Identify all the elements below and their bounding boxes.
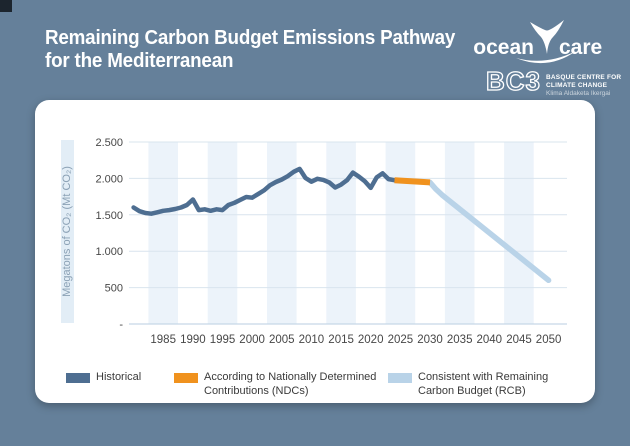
x-tick-label: 2030	[417, 334, 443, 346]
legend-swatch-ndc	[174, 373, 198, 383]
legend-swatch-rcb	[388, 373, 412, 383]
series-ndc	[394, 177, 431, 186]
plot-stripe	[148, 142, 178, 324]
x-tick-label: 2020	[358, 334, 384, 346]
chart-svg: 2.500 2.000 1.500 1.000 500 - 1985 1990 1995 2000…	[95, 137, 567, 346]
y-tick-label: 1.500	[95, 210, 123, 222]
x-tick-label: 2015	[328, 334, 354, 346]
plot-stripe	[504, 142, 534, 324]
bc3-wordmark: BC3	[485, 66, 542, 96]
x-tick-label: 1990	[180, 334, 206, 346]
x-tick-label: 2045	[506, 334, 532, 346]
legend-label-ndc: According to Nationally Determined Contri…	[204, 371, 377, 397]
series-rcb	[427, 179, 552, 284]
oceancare-word-care: care	[559, 36, 602, 59]
corner-artifact	[0, 0, 12, 12]
page-title-line1: Remaining Carbon Budget Emissions Pathwa…	[45, 27, 456, 49]
whale-swoosh-icon	[516, 51, 576, 64]
y-axis-title: Megatons of CO₂ (Mt CO₂)	[61, 140, 74, 323]
x-tick-label: 2050	[536, 334, 562, 346]
page-title-line2: for the Mediterranean	[45, 50, 234, 72]
oceancare-logo: ocean care	[473, 20, 602, 64]
x-tick-label: 2040	[477, 334, 503, 346]
whale-tail-icon	[530, 20, 564, 54]
plot-stripe	[207, 142, 238, 324]
y-tick-label: -	[119, 319, 123, 331]
legend-item-rcb: Consistent with Remaining Carbon Budget (…	[388, 370, 548, 398]
page-title: Remaining Carbon Budget Emissions Pathwa…	[45, 27, 455, 73]
x-tick-label: 2000	[239, 334, 265, 346]
y-tick-label: 2.500	[95, 137, 123, 149]
plot-stripe	[326, 142, 356, 324]
y-tick-label: 1.000	[95, 246, 123, 258]
y-tick-label: 500	[105, 283, 123, 295]
bc3-line1: BASQUE CENTRE FOR	[546, 74, 622, 81]
legend-item-historical: Historical	[66, 370, 141, 384]
x-tick-label: 1995	[210, 334, 236, 346]
legend-swatch-historical	[66, 373, 90, 383]
plot-stripe	[385, 142, 416, 324]
chart-legend: Historical According to Nationally Determ…	[35, 370, 595, 403]
plot-stripe	[444, 142, 475, 324]
x-tick-label: 1985	[150, 334, 176, 346]
bc3-logo: BC3 BASQUE CENTRE FOR CLIMATE CHANGE Kli…	[485, 66, 621, 98]
x-tick-label: 2025	[388, 334, 414, 346]
plot-stripe	[267, 142, 297, 324]
legend-item-ndc: According to Nationally Determined Contri…	[174, 370, 376, 398]
x-tick-label: 2005	[269, 334, 295, 346]
legend-label-rcb: Consistent with Remaining Carbon Budget (…	[418, 371, 549, 397]
bc3-line3: Klima Aldaketa Ikergai	[546, 90, 611, 97]
x-tick-label: 2010	[299, 334, 325, 346]
oceancare-word-ocean: ocean	[473, 36, 534, 59]
bc3-line2: CLIMATE CHANGE	[546, 81, 608, 89]
series-historical	[131, 166, 397, 216]
y-tick-label: 2.000	[95, 173, 123, 185]
bc3-text-block: BASQUE CENTRE FOR CLIMATE CHANGE Klima A…	[546, 74, 621, 98]
x-tick-label: 2035	[447, 334, 473, 346]
chart-card: 2.500 2.000 1.500 1.000 500 - 1985 1990 1995 2000…	[35, 100, 595, 403]
legend-label-historical: Historical	[96, 371, 142, 383]
